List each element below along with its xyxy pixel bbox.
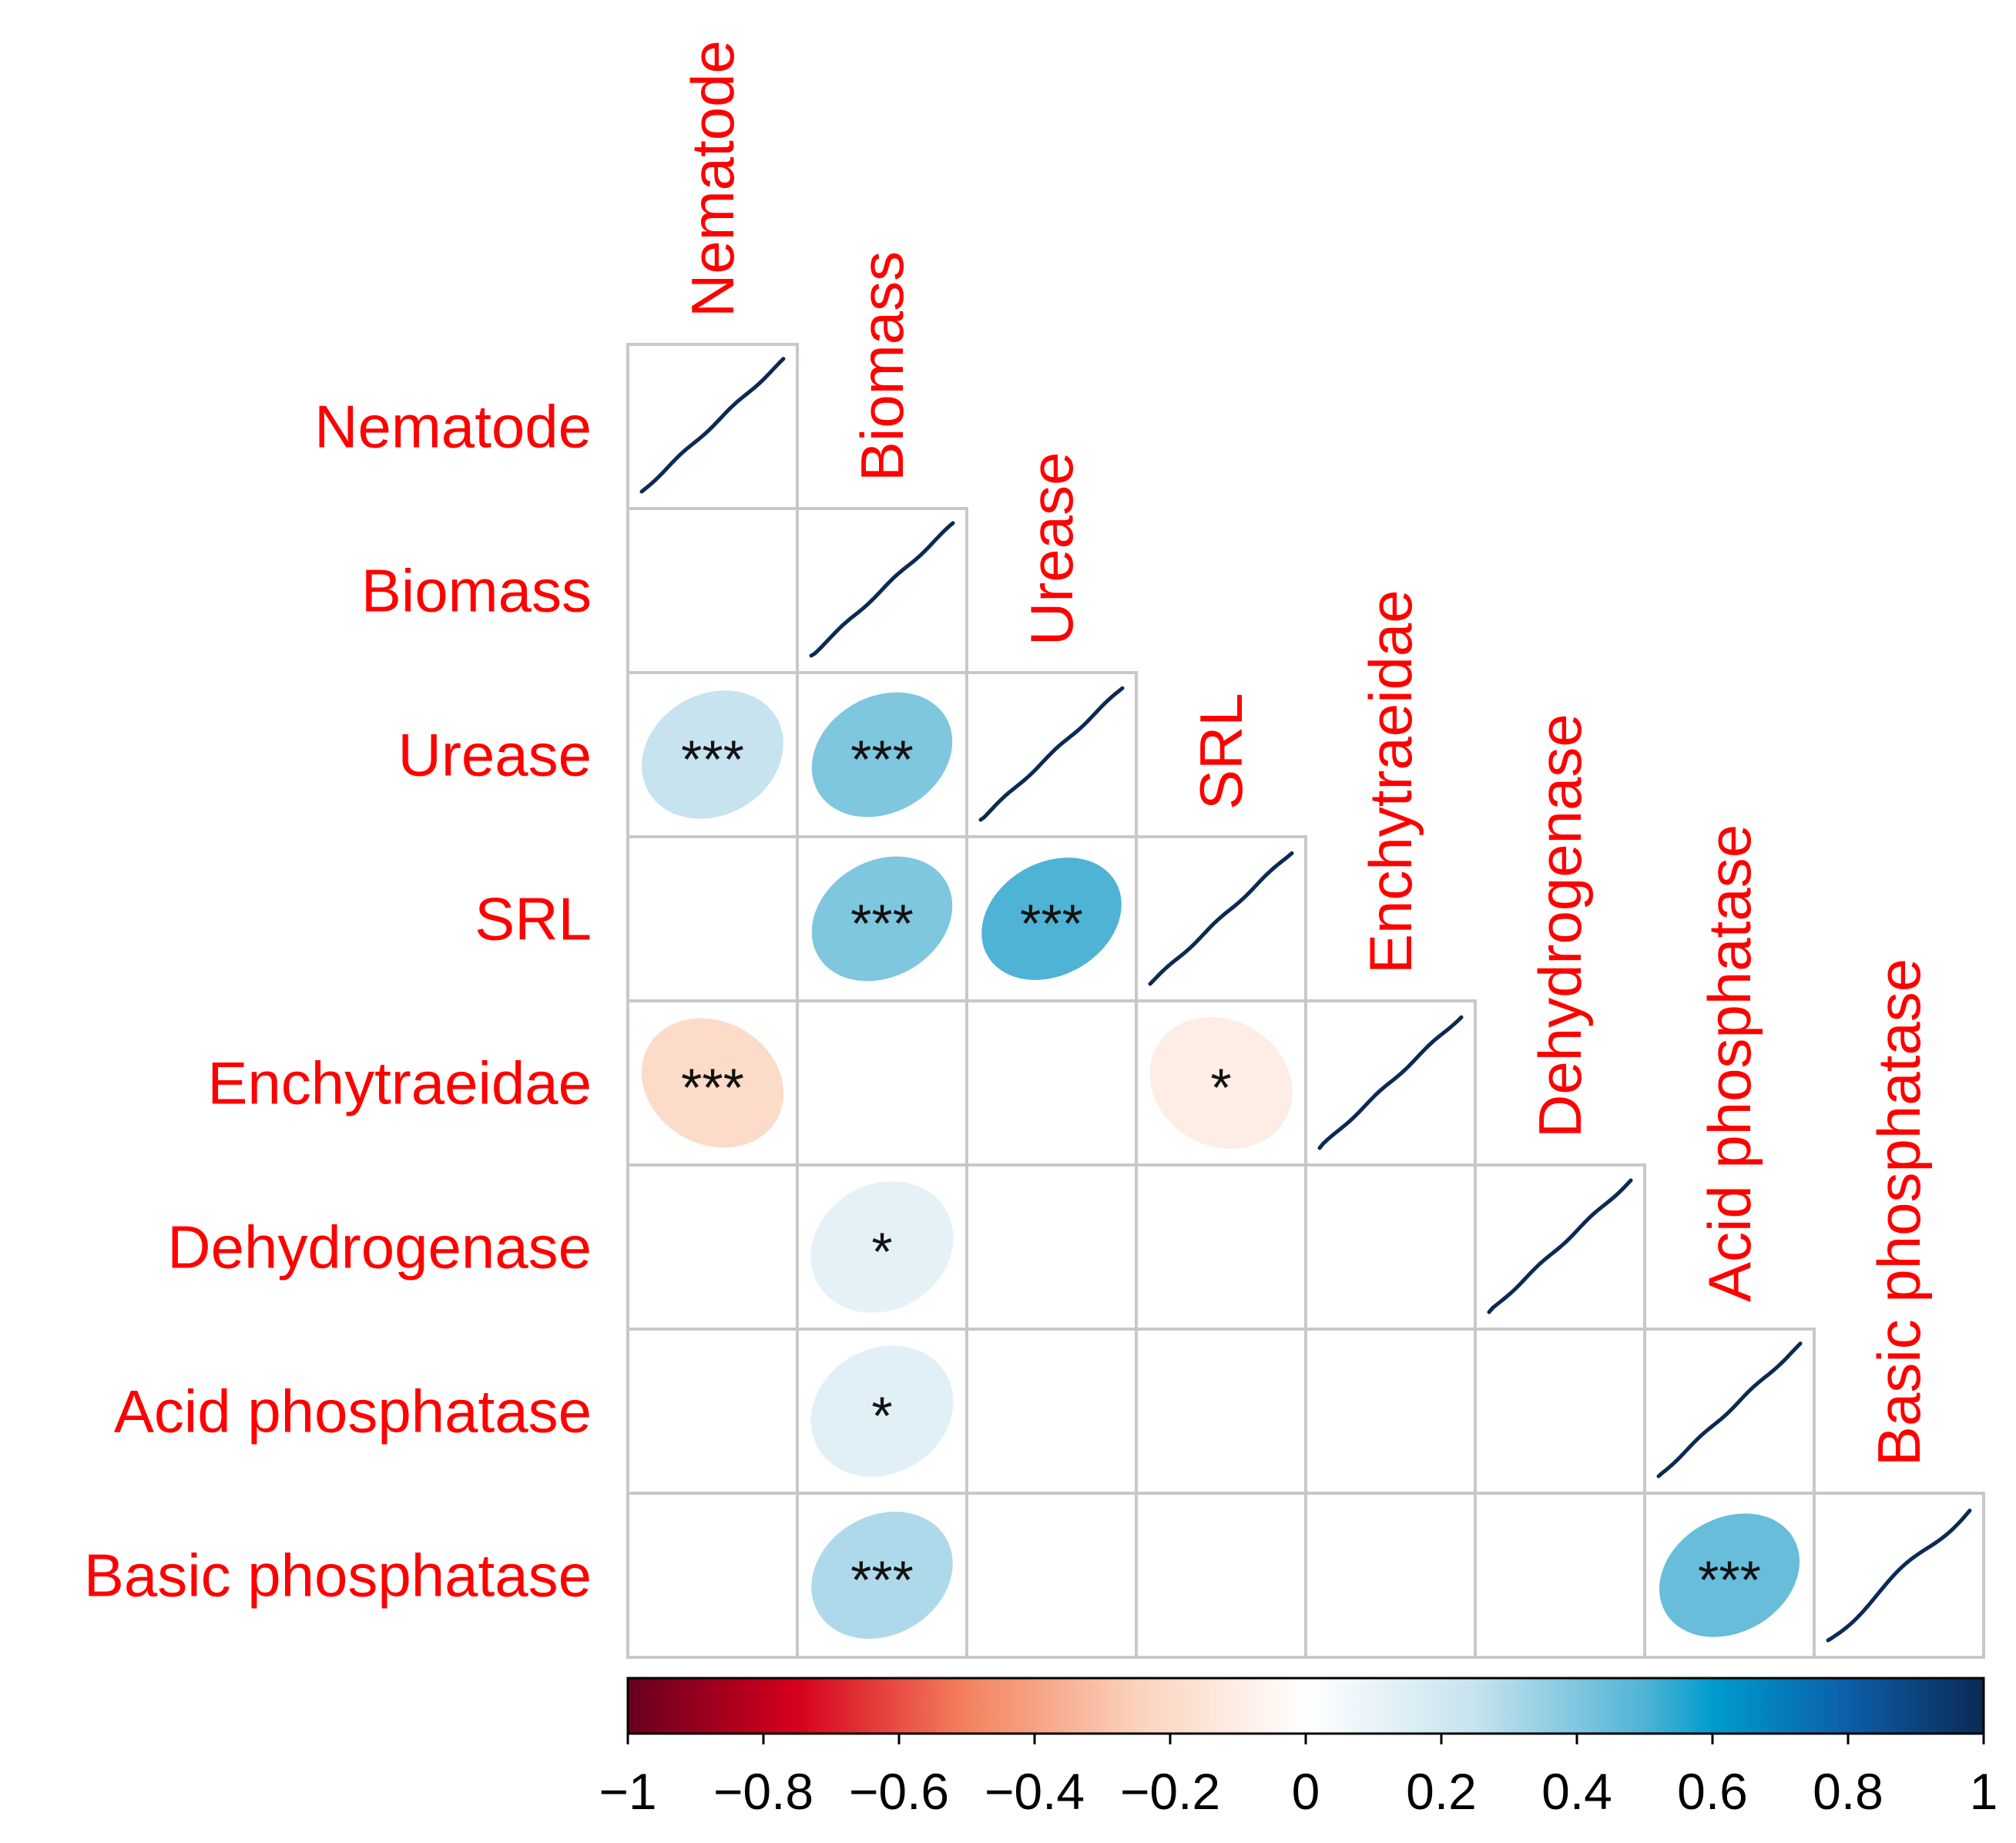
cell-dehydrogenase-urease <box>965 1163 1138 1331</box>
row-label-nematode: Nematode <box>314 393 592 461</box>
cell-acid-phosphatase-urease <box>965 1328 1138 1495</box>
ellipse-enchytraeidae-nematode <box>641 1018 784 1148</box>
cell-acid-phosphatase-nematode <box>626 1328 799 1495</box>
cell-enchytraeidae-urease <box>965 999 1138 1167</box>
diagonal-line-basic-phosphatase <box>1826 1509 1972 1643</box>
cell-basic-phosphatase-urease <box>965 1492 1138 1659</box>
colorbar-tick-label: 0.6 <box>1677 1763 1748 1820</box>
sig-label-basic-phosphatase-acid-phosphatase: *** <box>1698 1550 1761 1610</box>
sig-label-urease-biomass: *** <box>850 730 914 790</box>
variable-labels: Nematode Biomass Urease SRL Enchytraeidae Deh… <box>84 40 1933 1609</box>
colorbar-tick-label: 0.2 <box>1406 1763 1477 1820</box>
cell-dehydrogenase-enchytraeidae <box>1304 1163 1477 1331</box>
cell-basic-phosphatase-dehydrogenase <box>1474 1492 1646 1659</box>
cell-basic-phosphatase-enchytraeidae <box>1304 1492 1477 1659</box>
row-label-enchytraeidae: Enchytraeidae <box>207 1049 592 1117</box>
ellipse-basic-phosphatase-biomass <box>811 1512 953 1639</box>
ellipse-urease-nematode <box>642 690 783 819</box>
ellipse-urease-biomass <box>811 692 953 817</box>
matrix-cells: *** ****** ****** ****** *** <box>626 343 1985 1659</box>
col-label-basic-phosphatase: Basic phosphatase <box>1865 958 1933 1466</box>
row-label-basic-phosphatase: Basic phosphatase <box>84 1542 592 1610</box>
row-label-dehydrogenase: Dehydrogenase <box>167 1214 592 1281</box>
diagonal-line-acid-phosphatase <box>1656 1341 1803 1479</box>
colorbar-tick-label: 0.8 <box>1813 1763 1884 1820</box>
ellipse-dehydrogenase-biomass <box>810 1181 954 1313</box>
sig-label-srl-biomass: *** <box>850 894 914 954</box>
col-label-enchytraeidae: Enchytraeidae <box>1357 589 1424 974</box>
sig-label-urease-nematode: *** <box>681 730 744 790</box>
colorbar-tick-label: 0 <box>1292 1763 1320 1820</box>
diagonal-line-enchytraeidae <box>1317 1015 1464 1150</box>
colorbar-tick-label: −0.4 <box>985 1763 1085 1820</box>
diagonal-line-dehydrogenase <box>1487 1178 1633 1314</box>
cell-acid-phosphatase-dehydrogenase <box>1474 1328 1646 1495</box>
colorbar-tick-label: −0.8 <box>713 1763 813 1820</box>
colorbar-tick-label: −0.2 <box>1120 1763 1220 1820</box>
sig-label-acid-phosphatase-biomass: * <box>871 1386 892 1446</box>
cell-acid-phosphatase-srl <box>1135 1328 1307 1495</box>
colorbar-tick-label: −0.6 <box>849 1763 949 1820</box>
sig-label-srl-urease: *** <box>1020 894 1083 954</box>
sig-label-enchytraeidae-srl: * <box>1210 1058 1231 1118</box>
diagonal-line-srl <box>1148 851 1294 986</box>
cell-enchytraeidae-biomass <box>796 999 968 1167</box>
ellipse-acid-phosphatase-biomass <box>810 1345 954 1477</box>
diagonal-line-urease <box>978 686 1125 822</box>
sig-label-dehydrogenase-biomass: * <box>871 1222 892 1282</box>
cell-basic-phosphatase-nematode <box>626 1492 799 1659</box>
colorbar-gradient <box>626 1677 1985 1735</box>
col-label-acid-phosphatase: Acid phosphatase <box>1696 824 1763 1302</box>
ellipse-enchytraeidae-srl <box>1149 1016 1293 1150</box>
colorbar-tick-label: 0.4 <box>1541 1763 1612 1820</box>
col-label-urease: Urease <box>1018 452 1085 646</box>
diagonal-line-nematode <box>639 357 786 494</box>
colorbar-tick-label: −1 <box>599 1763 656 1820</box>
ellipse-srl-biomass <box>811 856 953 982</box>
ellipse-srl-urease <box>981 858 1122 980</box>
col-label-srl: SRL <box>1187 693 1255 810</box>
cell-dehydrogenase-nematode <box>626 1163 799 1331</box>
cell-acid-phosphatase-enchytraeidae <box>1304 1328 1477 1495</box>
colorbar: −1 −0.8 −0.6 −0.4 −0.2 0 0.2 0.4 0.6 0.8 1 <box>599 1677 1998 1820</box>
row-label-urease: Urease <box>398 721 592 789</box>
cell-dehydrogenase-srl <box>1135 1163 1307 1331</box>
cell-basic-phosphatase-srl <box>1135 1492 1307 1659</box>
cell-biomass-nematode <box>626 507 799 674</box>
sig-label-enchytraeidae-nematode: *** <box>681 1058 744 1118</box>
col-label-biomass: Biomass <box>848 251 916 482</box>
row-label-srl: SRL <box>475 885 592 953</box>
diagonal-line-biomass <box>809 521 955 658</box>
sig-label-basic-phosphatase-biomass: *** <box>850 1550 914 1610</box>
colorbar-tick-label: 1 <box>1970 1763 1998 1820</box>
row-label-biomass: Biomass <box>361 557 592 625</box>
col-label-nematode: Nematode <box>679 40 746 317</box>
cell-srl-nematode <box>626 835 799 1002</box>
ellipse-basic-phosphatase-acid-phosphatase <box>1659 1513 1800 1637</box>
col-label-dehydrogenase: Dehydrogenase <box>1526 713 1594 1138</box>
row-label-acid-phosphatase: Acid phosphatase <box>114 1378 592 1445</box>
